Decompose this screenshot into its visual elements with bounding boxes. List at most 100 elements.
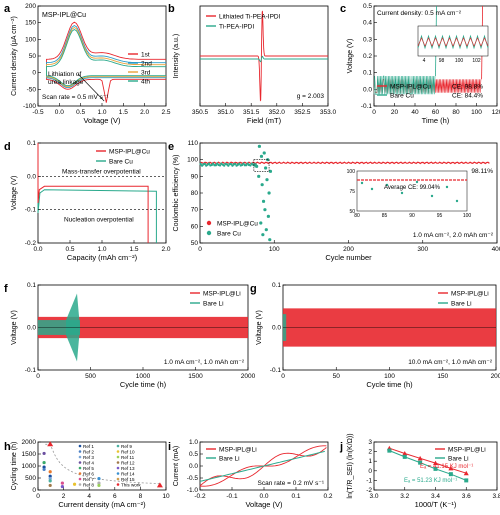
y-tick-label: 80 [191, 190, 199, 197]
inset-point [415, 180, 419, 184]
data-point [464, 478, 469, 483]
legend-entry: Lithiated Ti-PEA-IPDI [219, 14, 281, 21]
panel-c: c 0 20 40 60 80 100 120 -0.1 0.0 0.1 0.2 0.3 0.4 0.5 Ti… [340, 3, 500, 125]
panel-e: e 0 100 200 300 400 50 60 70 80 90 100 110 Cycle numb… [168, 140, 500, 262]
ce-point [259, 154, 264, 158]
ce-point [260, 183, 264, 187]
x-tick-label: 3.4 [431, 493, 440, 500]
x-tick-label: 2 [62, 493, 66, 500]
inset-point [455, 199, 459, 203]
legend-marker [116, 483, 120, 486]
x-tick-label: 353.0 [320, 109, 337, 116]
x-tick-label: 1.0 [97, 246, 106, 253]
legend-entry: Ref 1 [83, 444, 94, 449]
inset-tick-label: 4 [423, 58, 426, 64]
legend-entry: MSP-IPL@Li [448, 447, 486, 454]
ce-point [227, 164, 230, 167]
legend-entry: 3rd [141, 70, 151, 77]
data-point [48, 483, 52, 488]
data-point [433, 460, 438, 466]
legend-entry: MSP-IPL@Li [451, 291, 489, 298]
ce-label: CE: 98.8% [452, 84, 483, 91]
legend-marker [116, 477, 120, 481]
panel-letter: d [4, 141, 11, 153]
y-tick-label: 90 [191, 173, 199, 180]
panel-f: f 0 500 1000 1500 2000 -0.1 0.0 0.1 Cycle time (h… [4, 282, 256, 389]
data-point [48, 476, 52, 481]
annotation-arrow [77, 73, 105, 102]
legend-entry: This work [121, 482, 141, 487]
current-density-label: Current density: 0.5 mA cm⁻² [377, 10, 462, 17]
epr-spectrum [200, 55, 328, 63]
y-tick-label: 2 [368, 449, 372, 456]
data-point [417, 455, 423, 461]
y-tick-label: 0.0 [272, 325, 281, 332]
x-axis-label: Cycle time (h) [120, 380, 167, 389]
legend-entry: Ref 11 [121, 455, 135, 460]
panel-letter: c [340, 3, 346, 15]
y-tick-label: 0.0 [27, 325, 36, 332]
y-tick-label: 1500 [22, 451, 37, 458]
y-tick-label: 0.1 [27, 282, 36, 289]
data-point [156, 482, 163, 488]
panel-d: d 0.0 0.5 1.0 1.5 2.0 -0.2 -0.1 0.0 0.1 Capacity (… [4, 140, 171, 262]
ce-point [218, 164, 222, 167]
sample-label: MSP-IPL@Cu [42, 12, 86, 19]
y-tick-label: -50 [27, 86, 37, 93]
inset-frame [417, 25, 489, 57]
inset-tick-label: 80 [354, 213, 360, 219]
y-tick-label: 0 [32, 70, 36, 77]
x-tick-label: 80 [452, 109, 460, 116]
x-tick-label: 100 [471, 109, 482, 116]
legend-entry: Bare Cu [217, 231, 241, 238]
inset-tick-label: 95 [437, 213, 443, 219]
inset-point [430, 194, 434, 198]
y-axis-label: Voltage (V) [256, 310, 263, 345]
condition-label: 1.0 mA cm⁻², 1.0 mAh cm⁻² [164, 359, 245, 366]
voltage-trace [37, 143, 157, 243]
x-tick-label: 0.2 [323, 493, 332, 500]
legend-entry: 1st [141, 52, 150, 59]
x-axis-label: Cycle number [325, 253, 372, 262]
peak-annotation: Lithiation of [48, 71, 81, 78]
legend-entry: Ti-PEA-IPDI [219, 24, 254, 31]
y-tick-label: 0.1 [27, 140, 36, 147]
inset-point [360, 181, 364, 185]
legend-entry: 2nd [141, 61, 152, 68]
legend-marker [78, 483, 82, 486]
x-tick-label: 8 [139, 493, 143, 500]
condition-label: 10.0 mA cm⁻², 1.0 mAh cm⁻² [408, 359, 493, 366]
y-tick-label: 2000 [22, 439, 37, 446]
x-tick-label: 3.8 [492, 493, 500, 500]
y-tick-label: 200 [25, 3, 36, 10]
panel-letter: j [339, 441, 343, 453]
y-tick-label: 100 [25, 36, 36, 43]
x-axis-label: Time (h) [422, 116, 450, 125]
ce-point [207, 162, 211, 165]
legend-entry: Bare Cu [390, 93, 414, 100]
inset-tick-label: 100 [455, 58, 464, 64]
legend-marker [78, 455, 82, 459]
x-tick-label: 0 [36, 373, 40, 380]
panel-letter: e [168, 141, 174, 153]
ce-point [214, 163, 218, 167]
y-tick-label: 0.4 [363, 20, 372, 27]
x-tick-label: 50 [333, 373, 341, 380]
legend-marker [116, 455, 120, 459]
y-tick-label: 50 [29, 53, 37, 60]
ce-point [261, 233, 265, 237]
data-point [418, 460, 423, 465]
x-tick-label: -0.5 [32, 109, 44, 116]
x-tick-label: 1500 [188, 373, 203, 380]
y-tick-label: 0.1 [363, 70, 372, 77]
y-tick-label: 0.0 [189, 463, 198, 470]
legend-entry: Ref 13 [121, 466, 135, 471]
x-tick-label: 0.0 [259, 493, 268, 500]
data-point [60, 481, 64, 485]
data-point [97, 481, 101, 485]
panel-letter: h [4, 441, 11, 453]
y-tick-label: 3 [368, 439, 372, 446]
y-axis-label: Voltage (V) [11, 176, 18, 211]
legend-entry: Ref 14 [121, 471, 135, 476]
